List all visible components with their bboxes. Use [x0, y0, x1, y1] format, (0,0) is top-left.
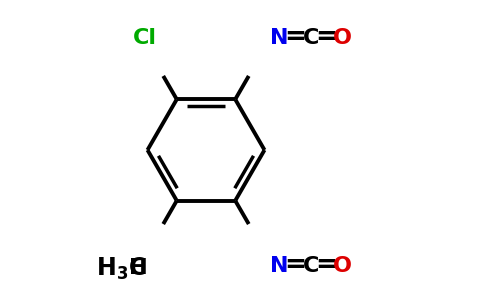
- Text: N: N: [270, 256, 289, 275]
- Text: $\mathregular{H_3C}$: $\mathregular{H_3C}$: [96, 255, 146, 282]
- Text: H: H: [129, 259, 148, 278]
- Text: =: =: [315, 253, 337, 278]
- Text: N: N: [270, 28, 289, 47]
- Text: C: C: [302, 28, 319, 47]
- Text: =: =: [284, 253, 306, 278]
- Text: C: C: [302, 256, 319, 275]
- Text: Cl: Cl: [133, 28, 156, 47]
- Text: O: O: [333, 256, 351, 275]
- Text: =: =: [284, 25, 306, 50]
- Text: =: =: [315, 25, 337, 50]
- Text: O: O: [333, 28, 351, 47]
- Text: H: H: [129, 259, 148, 278]
